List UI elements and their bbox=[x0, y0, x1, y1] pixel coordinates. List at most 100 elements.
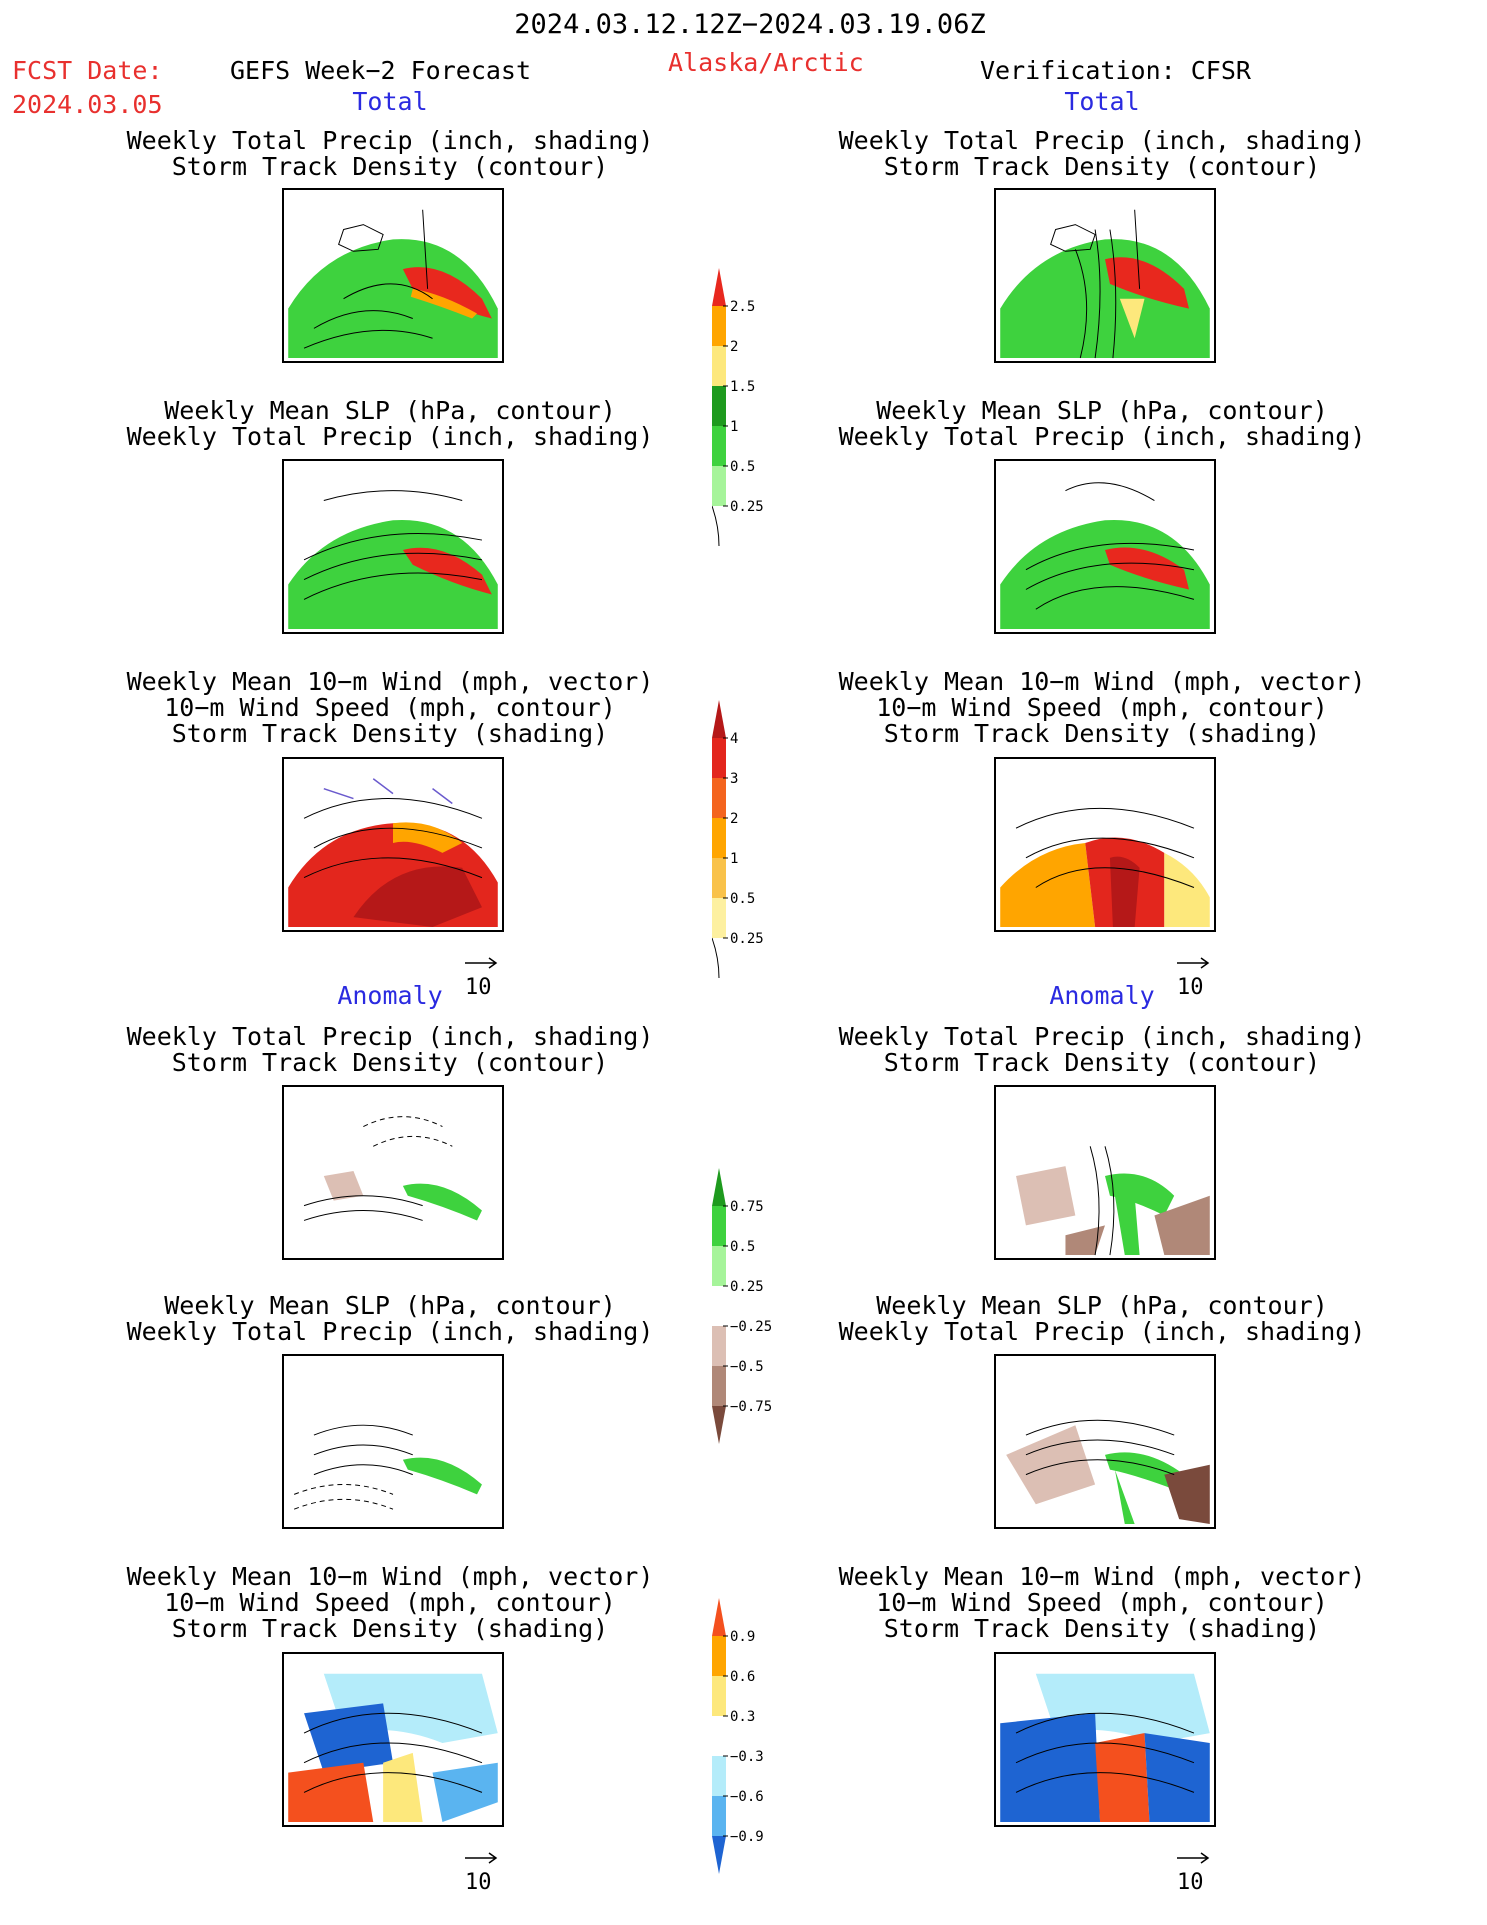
colorbar-swatch bbox=[712, 858, 726, 898]
colorbar-label: 0.3 bbox=[730, 1709, 755, 1725]
title-total-slp-left-2: Weekly Total Precip (inch, shading) bbox=[126, 422, 654, 451]
title-anom-wind-left-3: Storm Track Density (shading) bbox=[171, 1614, 609, 1643]
map-anom-slp-forecast bbox=[282, 1354, 504, 1529]
map-graphic bbox=[1000, 807, 1210, 928]
map-graphic bbox=[293, 1424, 482, 1510]
colorbar-label: 2 bbox=[730, 339, 738, 355]
title-total-wind-right-3: Storm Track Density (shading) bbox=[883, 719, 1321, 748]
colorbar-swatch bbox=[712, 1716, 726, 1756]
vector-ref-label: 10 bbox=[465, 1870, 492, 1895]
colorbar-label: 0.25 bbox=[730, 1279, 764, 1295]
map-total-precip-verification bbox=[994, 188, 1216, 363]
title-anom-wind-left-2: 10−m Wind Speed (mph, contour) bbox=[164, 1588, 616, 1617]
colorbar-label: 0.9 bbox=[730, 1629, 755, 1645]
colorbar-tail bbox=[711, 937, 720, 979]
title-total-wind-left-1: Weekly Mean 10−m Wind (mph, vector) bbox=[126, 667, 654, 696]
title-total-wind-right-1: Weekly Mean 10−m Wind (mph, vector) bbox=[838, 667, 1366, 696]
colorbar-label: 0.25 bbox=[730, 931, 764, 947]
title-anom-precip-right-2: Storm Track Density (contour) bbox=[883, 1048, 1321, 1077]
colorbar-label: 1.5 bbox=[730, 379, 755, 395]
arrow-icon bbox=[1177, 957, 1210, 969]
colorbar-label: −0.25 bbox=[730, 1319, 772, 1335]
section-anomaly-left: Anomaly bbox=[337, 981, 443, 1010]
colorbar-graphic: 0.75 0.5 0.25 −0.25 −0.5 −0.75 bbox=[712, 1168, 772, 1444]
arrow-icon bbox=[1177, 1852, 1210, 1864]
colorbar-swatch bbox=[712, 1366, 726, 1406]
vector-ref-label: 10 bbox=[465, 975, 492, 1000]
title-total-slp-left-1: Weekly Mean SLP (hPa, contour) bbox=[164, 396, 616, 425]
colorbar-swatch bbox=[712, 898, 726, 938]
vector-ref-total-left: 10 bbox=[465, 950, 499, 1000]
map-total-precip-forecast bbox=[282, 188, 504, 363]
colorbar-swatch bbox=[712, 1406, 726, 1444]
vector-ref-label: 10 bbox=[1177, 1870, 1204, 1895]
title-total-wind-right-2: 10−m Wind Speed (mph, contour) bbox=[876, 693, 1328, 722]
map-total-slp-verification bbox=[994, 459, 1216, 634]
map-anom-precip-verification bbox=[994, 1085, 1216, 1260]
title-anom-wind-right-1: Weekly Mean 10−m Wind (mph, vector) bbox=[838, 1562, 1366, 1591]
map-graphic bbox=[288, 778, 498, 928]
colorbar-label: 0.25 bbox=[730, 499, 764, 515]
colorbar-label: 4 bbox=[730, 731, 738, 747]
map-total-wind-forecast bbox=[282, 757, 504, 932]
colorbar-swatch bbox=[712, 1636, 726, 1676]
map-graphic bbox=[1000, 482, 1210, 630]
title-anom-precip-left-1: Weekly Total Precip (inch, shading) bbox=[126, 1022, 654, 1051]
colorbar-swatch bbox=[712, 346, 726, 386]
title-anom-precip-right-1: Weekly Total Precip (inch, shading) bbox=[838, 1022, 1366, 1051]
map-graphic bbox=[1000, 1673, 1210, 1823]
map-total-slp-forecast bbox=[282, 459, 504, 634]
map-graphic bbox=[1000, 209, 1210, 359]
section-total-right: Total bbox=[1064, 87, 1140, 116]
arrow-icon bbox=[465, 1852, 498, 1864]
colorbar-label: −0.75 bbox=[730, 1399, 772, 1415]
colorbar-graphic: 0.9 0.6 0.3 −0.3 −0.6 −0.9 bbox=[712, 1598, 764, 1874]
colorbar-precip-anom: 0.75 0.5 0.25 −0.25 −0.5 −0.75 bbox=[712, 1168, 802, 1458]
colorbar-swatch bbox=[712, 1246, 726, 1286]
colorbar-label: 0.5 bbox=[730, 1239, 755, 1255]
colorbar-swatch bbox=[712, 1676, 726, 1716]
colorbar-swatch bbox=[712, 1326, 726, 1366]
map-graphic bbox=[303, 1116, 482, 1221]
title-total-slp-right-2: Weekly Total Precip (inch, shading) bbox=[838, 422, 1366, 451]
colorbar-swatch bbox=[712, 1286, 726, 1326]
colorbar-swatch bbox=[712, 268, 726, 306]
title-anom-slp-right-1: Weekly Mean SLP (hPa, contour) bbox=[876, 1291, 1328, 1320]
title-anom-wind-left-1: Weekly Mean 10−m Wind (mph, vector) bbox=[126, 1562, 654, 1591]
map-anom-precip-forecast bbox=[282, 1085, 504, 1260]
title-total-wind-left-2: 10−m Wind Speed (mph, contour) bbox=[164, 693, 616, 722]
vector-ref-total-right: 10 bbox=[1177, 950, 1211, 1000]
section-anomaly-right: Anomaly bbox=[1049, 981, 1155, 1010]
colorbar-swatch bbox=[712, 306, 726, 346]
colorbar-swatch bbox=[712, 738, 726, 778]
colorbar-swatch bbox=[712, 818, 726, 858]
colorbar-label: −0.9 bbox=[730, 1829, 764, 1845]
vector-ref-anom-right: 10 bbox=[1177, 1845, 1211, 1895]
colorbar-swatch bbox=[712, 700, 726, 738]
colorbar-storm-total: 4 3 2 1 0.5 0.25 bbox=[711, 700, 802, 992]
colorbar-graphic: 4 3 2 1 0.5 0.25 bbox=[711, 700, 764, 979]
colorbar-tail bbox=[711, 505, 720, 547]
title-anom-slp-left-2: Weekly Total Precip (inch, shading) bbox=[126, 1317, 654, 1346]
map-graphic bbox=[1006, 1419, 1210, 1525]
title-total-slp-right-1: Weekly Mean SLP (hPa, contour) bbox=[876, 396, 1328, 425]
map-anom-wind-verification bbox=[994, 1652, 1216, 1827]
map-anom-slp-verification bbox=[994, 1354, 1216, 1529]
vector-ref-label: 10 bbox=[1177, 975, 1204, 1000]
colorbar-storm-anom: 0.9 0.6 0.3 −0.3 −0.6 −0.9 bbox=[712, 1598, 802, 1888]
title-total-precip-left-1: Weekly Total Precip (inch, shading) bbox=[126, 126, 654, 155]
colorbar-swatch bbox=[712, 1796, 726, 1836]
period-title: 2024.03.12.12Z−2024.03.19.06Z bbox=[514, 9, 986, 40]
title-total-precip-left-2: Storm Track Density (contour) bbox=[171, 152, 609, 181]
arrow-icon bbox=[465, 957, 498, 969]
colorbar-label: 1 bbox=[730, 419, 738, 435]
colorbar-label: 0.6 bbox=[730, 1669, 755, 1685]
colorbar-label: 1 bbox=[730, 851, 738, 867]
colorbar-label: −0.3 bbox=[730, 1749, 764, 1765]
title-total-wind-left-3: Storm Track Density (shading) bbox=[171, 719, 609, 748]
colorbar-swatch bbox=[712, 778, 726, 818]
map-anom-wind-forecast bbox=[282, 1652, 504, 1827]
map-graphic bbox=[288, 1673, 498, 1823]
colorbar-precip-total: 2.5 2 1.5 1 0.5 0.25 bbox=[711, 268, 802, 560]
vector-ref-anom-left: 10 bbox=[465, 1845, 499, 1895]
